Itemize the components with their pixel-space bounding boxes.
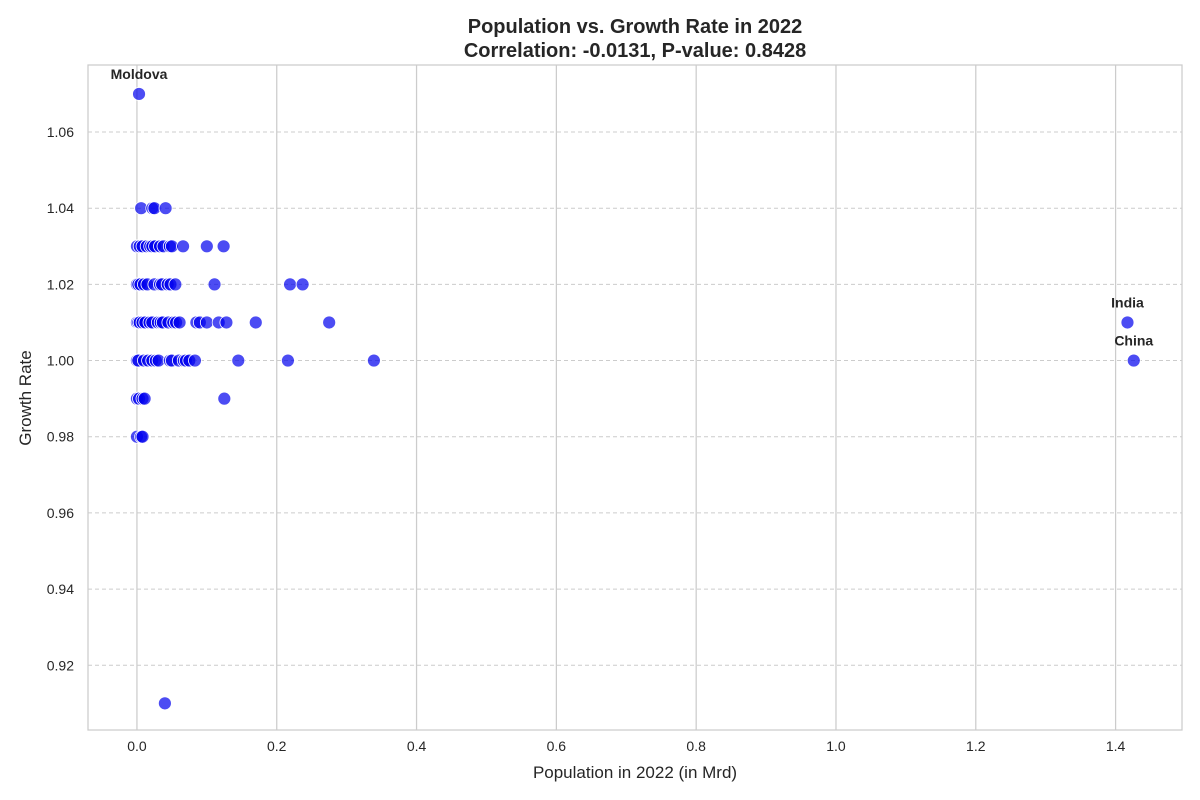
data-point [135,429,150,444]
data-point [199,315,214,330]
data-point [188,353,202,368]
data-point [176,239,190,254]
data-point [231,353,246,368]
y-axis-label: Growth Rate [16,350,35,445]
x-tick-label: 1.0 [826,738,846,754]
y-tick-label: 1.02 [47,276,74,292]
data-point [217,391,232,406]
y-tick-label: 0.98 [47,429,74,445]
data-point [199,239,214,254]
data-point [219,315,234,330]
annotations: Moldova India China [111,66,1154,349]
data-points [130,87,1141,711]
data-point [367,353,381,368]
y-tick-label: 0.94 [47,581,74,597]
y-tick-label: 1.06 [47,124,74,140]
data-point [158,201,173,216]
tick-labels: 0.0 0.2 0.4 0.6 0.8 1.0 1.2 1.4 0.92 0.94 0.96 0.98… [47,124,1126,754]
point-annotation: India [1111,294,1144,310]
x-tick-label: 1.4 [1106,738,1126,754]
x-tick-label: 0.2 [267,738,287,754]
x-tick-label: 0.0 [127,738,147,754]
chart-title: Population vs. Growth Rate in 2022 [468,16,803,38]
data-point [283,277,297,292]
chart-subtitle: Correlation: -0.0131, P-value: 0.8428 [464,40,806,62]
data-point [132,87,146,101]
data-point [216,239,231,254]
x-tick-label: 0.6 [547,738,567,754]
data-point [281,353,295,368]
data-point [168,277,183,292]
data-point [1126,353,1141,368]
data-point [322,315,337,330]
plot-frame [87,64,1183,731]
data-point [295,277,310,292]
y-tick-label: 1.00 [47,353,74,369]
data-point [157,696,172,711]
point-annotation: Moldova [111,66,168,82]
y-tick-label: 1.04 [47,200,74,216]
data-point [207,277,222,292]
y-tick-label: 0.92 [47,657,74,673]
data-point [248,315,263,330]
point-annotation: China [1114,333,1153,349]
data-point [1120,315,1135,330]
grid-lines [88,65,1182,730]
data-point [137,391,152,406]
x-axis-label: Population in 2022 (in Mrd) [533,763,737,782]
data-point [172,315,187,330]
x-tick-label: 1.2 [966,738,986,754]
x-tick-label: 0.4 [407,738,427,754]
y-tick-label: 0.96 [47,505,74,521]
x-tick-label: 0.8 [686,738,706,754]
